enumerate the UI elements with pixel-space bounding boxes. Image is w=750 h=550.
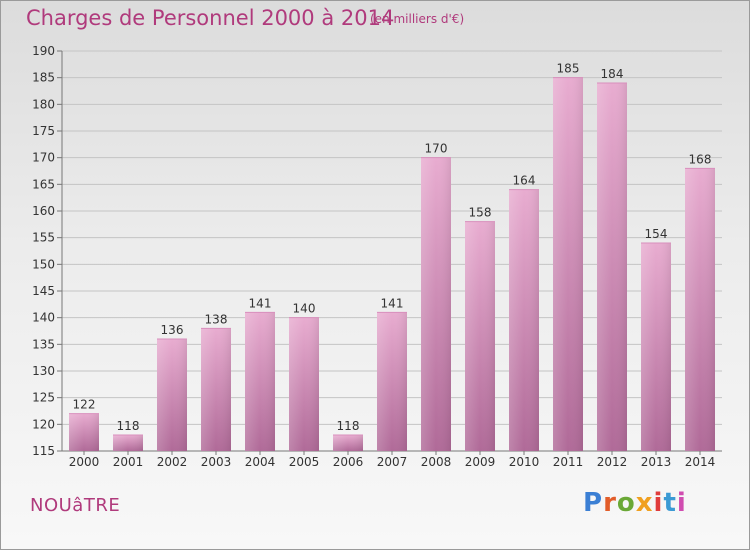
data-label-2003: 138: [205, 312, 228, 326]
y-tick-label: 125: [32, 391, 55, 405]
y-tick-label: 135: [32, 337, 55, 351]
bar-shade-2003: [201, 328, 231, 451]
y-tick-label: 180: [32, 97, 55, 111]
logo-letter: x: [635, 488, 654, 518]
bar-shade-2013: [641, 243, 671, 451]
x-tick-label-2002: 2002: [157, 455, 188, 469]
data-labels: 122 118 136 138 141 140 118 141 170 158 164 185 184 1…: [73, 62, 712, 433]
x-tick-label-2012: 2012: [597, 455, 628, 469]
y-tick-label: 130: [32, 364, 55, 378]
x-tick-label-2010: 2010: [509, 455, 540, 469]
chart-title: Charges de Personnel 2000 à 2014: [26, 6, 395, 30]
y-tick-label: 170: [32, 151, 55, 165]
bars: [69, 77, 715, 452]
logo-letter: o: [616, 488, 636, 518]
data-label-2004: 141: [249, 296, 272, 310]
data-label-2013: 154: [645, 227, 668, 241]
y-tick-label: 165: [32, 177, 55, 191]
x-tick-label-2013: 2013: [641, 455, 672, 469]
bar-shade-2014: [685, 168, 715, 452]
data-label-2001: 118: [117, 419, 140, 433]
x-tick-label-2009: 2009: [465, 455, 496, 469]
y-tick-labels: 115 120 125 130 135 140 145 150 155 160 165 170 175 1…: [32, 44, 55, 458]
bar-shade-2000: [69, 413, 99, 451]
data-label-2012: 184: [601, 67, 624, 81]
data-label-2011: 185: [557, 62, 580, 76]
y-tick-label: 190: [32, 44, 55, 58]
commune-name: NOUâTRE: [30, 495, 121, 516]
y-tick-label: 115: [32, 444, 55, 458]
chart-subtitle: (en milliers d'€): [370, 12, 465, 26]
data-label-2009: 158: [469, 206, 492, 220]
x-tick-label-2001: 2001: [113, 455, 144, 469]
x-tick-label-2011: 2011: [553, 455, 584, 469]
data-label-2005: 140: [293, 302, 316, 316]
x-tick-label-2007: 2007: [377, 455, 408, 469]
bar-shade-2001: [113, 435, 143, 451]
bar-shade-2005: [289, 317, 319, 451]
proxiti-logo[interactable]: Proxiti: [583, 488, 687, 518]
logo-letter: i: [676, 488, 687, 518]
y-tick-label: 145: [32, 284, 55, 298]
logo-letter: t: [663, 488, 677, 518]
y-tick-label: 175: [32, 124, 55, 138]
y-tick-label: 155: [32, 231, 55, 245]
data-label-2007: 141: [381, 296, 404, 310]
x-tick-label-2000: 2000: [69, 455, 100, 469]
y-tick-label: 140: [32, 311, 55, 325]
data-label-2014: 168: [689, 152, 712, 166]
data-label-2008: 170: [425, 142, 448, 156]
data-label-2002: 136: [161, 323, 184, 337]
logo-letter: r: [603, 488, 617, 518]
bar-shade-2012: [597, 83, 627, 451]
x-tick-label-2014: 2014: [685, 455, 716, 469]
y-tick-label: 120: [32, 417, 55, 431]
y-tick-label: 185: [32, 71, 55, 85]
bar-shade-2006: [333, 435, 363, 451]
logo-letter: P: [583, 488, 604, 518]
y-tick-label: 150: [32, 257, 55, 271]
bar-shade-2009: [465, 221, 495, 451]
data-label-2000: 122: [73, 398, 96, 412]
data-label-2006: 118: [337, 419, 360, 433]
bar-shade-2008: [421, 157, 451, 451]
x-tick-label-2004: 2004: [245, 455, 276, 469]
y-tick-label: 160: [32, 204, 55, 218]
logo-letter: i: [653, 488, 664, 518]
bar-shade-2011: [553, 77, 583, 452]
bar-shade-2004: [245, 312, 275, 451]
x-tick-label-2006: 2006: [333, 455, 364, 469]
x-tick-label-2008: 2008: [421, 455, 452, 469]
bar-shade-2002: [157, 339, 187, 451]
x-tick-label-2003: 2003: [201, 455, 232, 469]
x-tick-labels: 2000 2001 2002 2003 2004 2005 2006 2007 2008 2009…: [69, 455, 716, 469]
bar-shade-2010: [509, 189, 539, 451]
x-tick-label-2005: 2005: [289, 455, 320, 469]
data-label-2010: 164: [513, 174, 536, 188]
bar-shade-2007: [377, 312, 407, 451]
